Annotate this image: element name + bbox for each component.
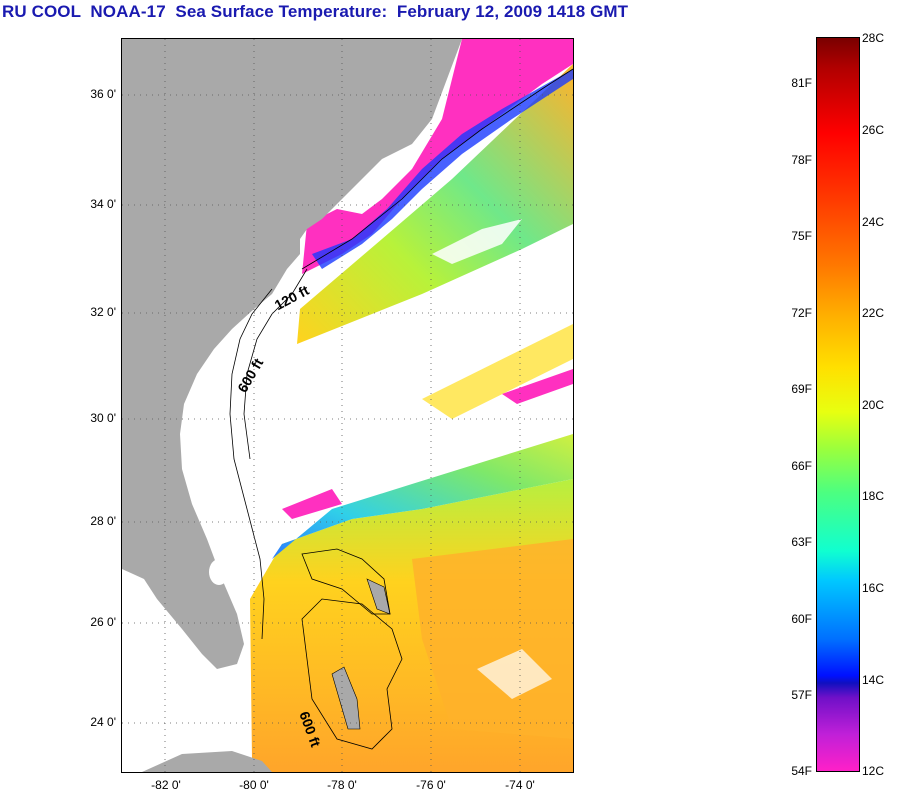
- contour-little-bahama-bank: [301, 548, 391, 615]
- map-title: RU COOL NOAA-17 Sea Surface Temperature:…: [2, 2, 629, 21]
- colorbar-f-54: 54F: [791, 764, 812, 778]
- colorbar-c-14: 14C: [862, 673, 885, 687]
- land-bahamas-andros: [331, 666, 361, 730]
- lake-okeechobee: [209, 559, 229, 585]
- colorbar-c-24: 24C: [862, 215, 885, 229]
- colorbar-f-69: 69F: [791, 382, 812, 396]
- contour-120ft: [301, 68, 573, 270]
- colorbar-f-72: 72F: [791, 306, 812, 320]
- lon-tick-80: -80 0': [239, 778, 269, 792]
- lon-tick-82: -82 0': [151, 778, 181, 792]
- contour-600ft-shelf: [243, 268, 308, 460]
- colorbar-c-18: 18C: [862, 489, 885, 503]
- cloud-south-patch: [477, 649, 552, 699]
- colorbar-c-22: 22C: [862, 306, 885, 320]
- colorbar-c-28: 28C: [862, 31, 885, 45]
- sst-south-band-teal: [272, 434, 573, 559]
- grid-lines: [122, 39, 573, 772]
- lat-tick-30: 30 0': [90, 411, 116, 425]
- sst-warm-core: [412, 539, 573, 739]
- colorbar-f-66: 66F: [791, 459, 812, 473]
- lon-tick-74: -74 0': [505, 778, 535, 792]
- lat-tick-34: 34 0': [90, 197, 116, 211]
- colorbar-f-57: 57F: [791, 688, 812, 702]
- sst-map-canvas: 120 ft 600 ft 600 ft: [122, 39, 573, 772]
- sst-mid-fragment: [422, 324, 573, 419]
- land-cuba-edge: [142, 751, 272, 772]
- colorbar-f-78: 78F: [791, 153, 812, 167]
- colorbar-f-60: 60F: [791, 612, 812, 626]
- sst-north-water: [297, 64, 573, 344]
- contour-label-600ft-north: 600 ft: [234, 355, 266, 395]
- sst-map: 120 ft 600 ft 600 ft: [121, 38, 574, 773]
- sst-mid-magenta: [502, 369, 573, 404]
- cloud-north-patch: [432, 219, 522, 264]
- colorbar-f-63: 63F: [791, 535, 812, 549]
- lat-tick-24: 24 0': [90, 715, 116, 729]
- lat-tick-32: 32 0': [90, 305, 116, 319]
- sst-lower-magenta: [282, 489, 342, 519]
- temperature-colorbar: [816, 37, 860, 772]
- colorbar-f-75: 75F: [791, 229, 812, 243]
- lat-tick-28: 28 0': [90, 514, 116, 528]
- lon-tick-78: -78 0': [327, 778, 357, 792]
- contour-bahamas-bank: [301, 598, 403, 750]
- land-us-coast: [122, 39, 462, 669]
- lon-tick-76: -76 0': [416, 778, 446, 792]
- lat-tick-26: 26 0': [90, 615, 116, 629]
- colorbar-c-26: 26C: [862, 123, 885, 137]
- lat-tick-36: 36 0': [90, 87, 116, 101]
- contour-600ft-north: [229, 288, 273, 640]
- colorbar-c-20: 20C: [862, 398, 885, 412]
- colorbar-c-16: 16C: [862, 581, 885, 595]
- colorbar-f-81: 81F: [791, 76, 812, 90]
- colorbar-c-12: 12C: [862, 764, 885, 778]
